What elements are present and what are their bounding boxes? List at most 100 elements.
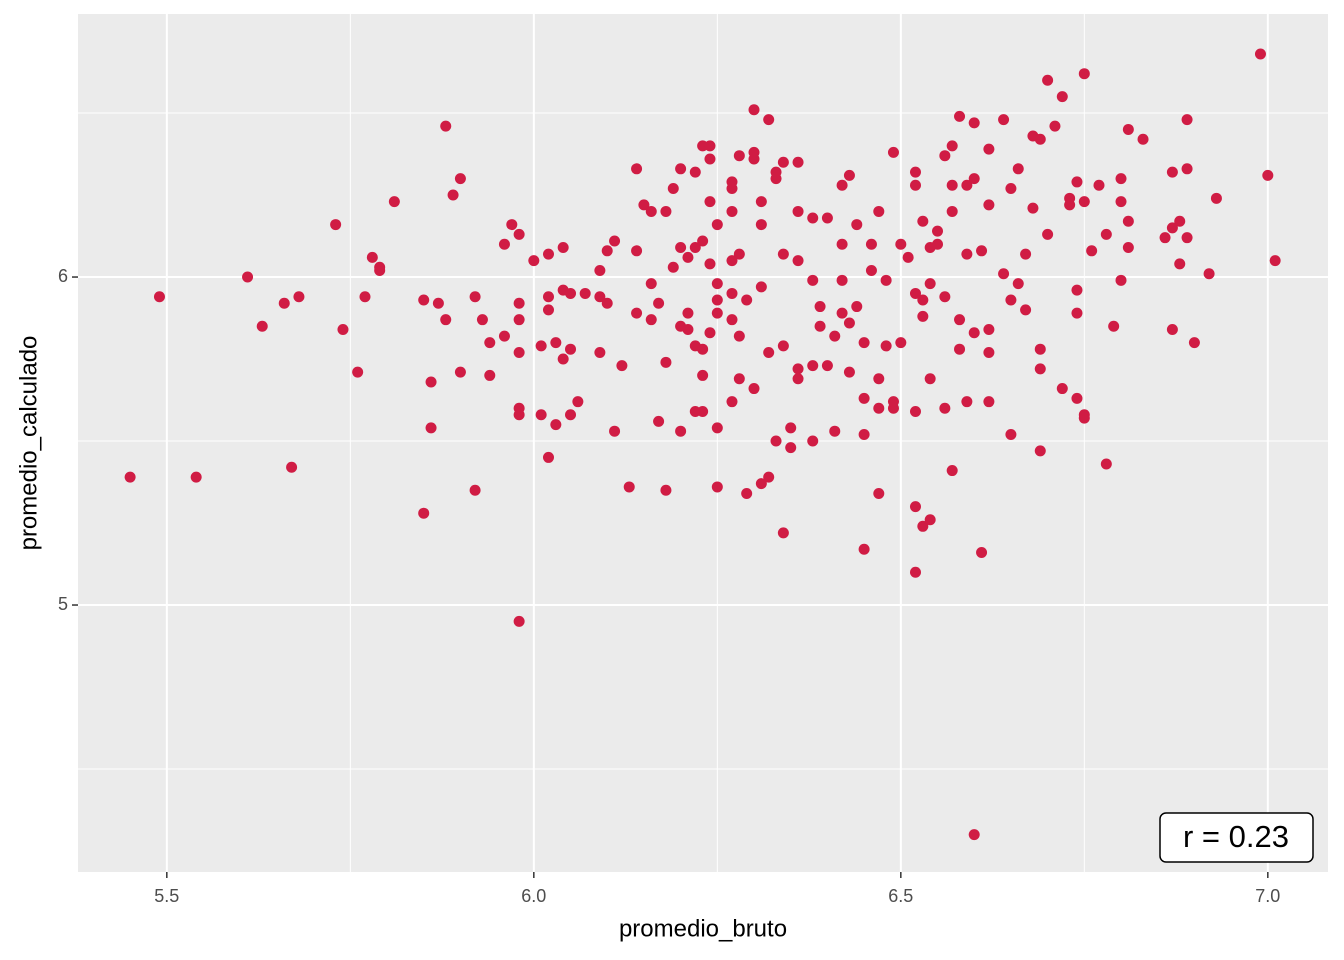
point	[1166, 222, 1178, 234]
point	[733, 150, 745, 162]
point	[550, 337, 562, 349]
point	[1181, 114, 1193, 126]
point	[660, 356, 672, 368]
point	[454, 366, 466, 378]
point	[506, 219, 518, 231]
point	[513, 346, 525, 358]
point	[1100, 228, 1112, 240]
point	[542, 248, 554, 260]
point	[770, 166, 782, 178]
point	[954, 343, 966, 355]
point	[917, 294, 929, 306]
point	[946, 140, 958, 152]
point	[895, 337, 907, 349]
x-tick-label: 5.5	[154, 886, 179, 906]
point	[968, 327, 980, 339]
point	[498, 238, 510, 250]
point	[726, 287, 738, 299]
point	[542, 451, 554, 463]
point	[1064, 192, 1076, 204]
point	[1122, 242, 1134, 254]
point	[1005, 294, 1017, 306]
point	[785, 442, 797, 454]
point	[807, 435, 819, 447]
point	[858, 543, 870, 555]
point	[726, 176, 738, 188]
point	[961, 396, 973, 408]
point	[909, 287, 921, 299]
point	[697, 406, 709, 418]
point	[601, 297, 613, 309]
point	[961, 248, 973, 260]
point	[440, 120, 452, 132]
point	[843, 317, 855, 329]
point	[873, 205, 885, 217]
point	[909, 501, 921, 513]
point	[1174, 215, 1186, 227]
point	[550, 419, 562, 431]
point	[983, 396, 995, 408]
point	[711, 219, 723, 231]
point	[359, 291, 371, 303]
point	[513, 409, 525, 421]
point	[1174, 258, 1186, 270]
point	[704, 327, 716, 339]
point	[374, 264, 386, 276]
point	[865, 238, 877, 250]
point	[843, 366, 855, 378]
point	[777, 248, 789, 260]
point	[917, 215, 929, 227]
point	[484, 337, 496, 349]
point	[689, 166, 701, 178]
point	[286, 461, 298, 473]
y-axis-title: promedio_calculado	[15, 336, 42, 551]
point	[1012, 278, 1024, 290]
point	[939, 402, 951, 414]
point	[755, 281, 767, 293]
point	[609, 425, 621, 437]
point	[770, 435, 782, 447]
point	[880, 274, 892, 286]
point	[454, 173, 466, 185]
point	[631, 307, 643, 319]
point	[1115, 274, 1127, 286]
point	[946, 205, 958, 217]
point	[645, 314, 657, 326]
point	[242, 271, 254, 283]
point	[1056, 383, 1068, 395]
point	[653, 297, 665, 309]
point	[1042, 74, 1054, 86]
point	[858, 392, 870, 404]
point	[939, 291, 951, 303]
point	[565, 287, 577, 299]
point	[932, 225, 944, 237]
point	[909, 179, 921, 191]
point	[785, 422, 797, 434]
point	[330, 219, 342, 231]
point	[557, 353, 569, 365]
point	[697, 369, 709, 381]
point	[829, 425, 841, 437]
point	[777, 527, 789, 539]
point	[983, 143, 995, 155]
point	[1203, 268, 1215, 280]
point	[711, 294, 723, 306]
point	[1115, 173, 1127, 185]
point	[638, 199, 650, 211]
point	[1181, 163, 1193, 175]
point	[425, 376, 437, 388]
point	[939, 150, 951, 162]
point	[293, 291, 305, 303]
point	[851, 301, 863, 313]
point	[1049, 120, 1061, 132]
point	[675, 163, 687, 175]
point	[726, 255, 738, 267]
point	[1034, 445, 1046, 457]
point	[807, 360, 819, 372]
point	[153, 291, 165, 303]
point	[484, 369, 496, 381]
point	[792, 373, 804, 385]
point	[440, 314, 452, 326]
point	[792, 363, 804, 375]
